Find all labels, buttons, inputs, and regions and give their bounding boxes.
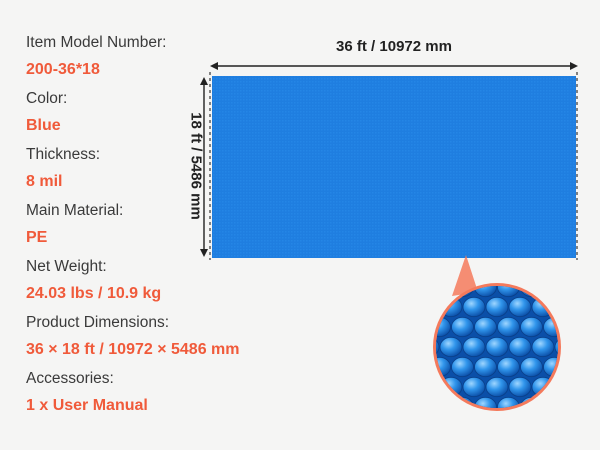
bubble-dot <box>436 286 451 298</box>
zoom-callout-wedge <box>452 255 478 296</box>
bubble-dot <box>394 257 416 276</box>
bubble-dot <box>554 376 558 398</box>
width-dimension-line <box>209 62 578 260</box>
bubble-dot <box>462 376 486 398</box>
spec-value: 200-36*18 <box>26 61 100 78</box>
spec-value: PE <box>26 229 48 246</box>
bubble-dot <box>394 337 416 356</box>
bubble-dot <box>578 377 600 396</box>
bubble-dot <box>439 336 463 358</box>
spec-label: Thickness: <box>26 146 101 163</box>
bubble-dot <box>417 257 439 276</box>
bubble-dot <box>497 316 520 338</box>
bubble-dot <box>554 296 558 318</box>
bubble-dot <box>590 317 600 336</box>
bubble-dot <box>543 286 558 298</box>
bubble-dot <box>406 357 428 376</box>
bubble-dot <box>436 296 440 318</box>
bubble-dot <box>590 277 600 296</box>
bubble-dot <box>474 356 497 378</box>
bubble-dot <box>520 356 543 378</box>
spec-item-model-number: Item Model Number: 200-36*18 <box>26 30 239 86</box>
spec-label: Color: <box>26 90 68 107</box>
spec-value: 8 mil <box>26 173 63 190</box>
bubble-dot <box>554 336 558 358</box>
bubble-dot <box>543 396 558 408</box>
bubble-dot <box>567 277 589 296</box>
bubble-dot <box>394 297 416 316</box>
bubble-dot <box>567 357 589 376</box>
bubble-dot <box>462 336 486 358</box>
bubble-dot <box>508 296 532 318</box>
bubble-dot <box>508 376 532 398</box>
spec-value: 1 x User Manual <box>26 397 148 414</box>
bubble-dot <box>485 296 509 318</box>
spec-item-accessories: Accessories: 1 x User Manual <box>26 366 239 422</box>
bubble-dot <box>590 397 600 416</box>
bubble-dot <box>555 417 577 436</box>
pool-cover-rectangle <box>212 76 576 258</box>
bubble-dot <box>578 337 600 356</box>
bubble-dot <box>462 296 486 318</box>
spec-item-net-weight: Net Weight: 24.03 lbs / 10.9 kg <box>26 254 239 310</box>
spec-item-thickness: Thickness: 8 mil <box>26 142 239 198</box>
bubble-dot <box>520 316 543 338</box>
spec-label: Accessories: <box>26 370 114 387</box>
bubble-dot <box>394 417 416 436</box>
spec-item-color: Color: Blue <box>26 86 239 142</box>
bubble-dot <box>532 257 554 276</box>
spec-item-product-dimensions: Product Dimensions: 36 × 18 ft / 10972 ×… <box>26 310 239 366</box>
bubble-dot <box>451 356 474 378</box>
bubble-dot <box>406 317 428 336</box>
spec-value: Blue <box>26 117 61 134</box>
bubble-dot <box>486 417 508 436</box>
bubble-dot <box>463 417 485 436</box>
bubble-dot <box>567 317 589 336</box>
bubble-dot <box>436 376 440 398</box>
bubble-dot <box>590 357 600 376</box>
height-dimension-line <box>200 77 208 257</box>
bubble-dot <box>485 336 509 358</box>
height-dimension-label: 18 ft / 5486 mm <box>187 112 205 220</box>
bubble-dot <box>532 417 554 436</box>
width-dimension-label: 36 ft / 10972 mm <box>336 38 452 55</box>
bubble-dot <box>406 397 428 416</box>
bubble-dot <box>509 257 531 276</box>
bubble-dot <box>485 376 509 398</box>
spec-label: Product Dimensions: <box>26 314 170 331</box>
bubble-dot <box>440 257 462 276</box>
bubble-dot <box>486 257 508 276</box>
spec-value: 36 × 18 ft / 10972 × 5486 mm <box>26 341 240 358</box>
spec-item-main-material: Main Material: PE <box>26 198 239 254</box>
bubble-dot <box>474 316 497 338</box>
bubble-dot <box>406 277 428 296</box>
bubble-dot <box>555 257 577 276</box>
bubble-dot <box>567 397 589 416</box>
bubble-dot <box>578 417 600 436</box>
bubble-dot <box>531 336 555 358</box>
spec-list: Item Model Number: 200-36*18 Color: Blue… <box>26 30 239 422</box>
bubble-dot <box>436 396 451 408</box>
zoom-bubble-detail <box>394 257 600 436</box>
bubble-dot <box>509 417 531 436</box>
bubble-dot <box>440 417 462 436</box>
bubble-dot <box>436 336 440 358</box>
bubble-dot <box>417 417 439 436</box>
bubble-dot <box>451 316 474 338</box>
bubble-dot <box>497 356 520 378</box>
bubble-dot <box>508 336 532 358</box>
spec-label: Net Weight: <box>26 258 107 275</box>
spec-label: Item Model Number: <box>26 34 167 51</box>
bubble-dot <box>578 257 600 276</box>
bubble-dot <box>394 377 416 396</box>
spec-label: Main Material: <box>26 202 124 219</box>
spec-value: 24.03 lbs / 10.9 kg <box>26 285 162 302</box>
bubble-dot <box>578 297 600 316</box>
